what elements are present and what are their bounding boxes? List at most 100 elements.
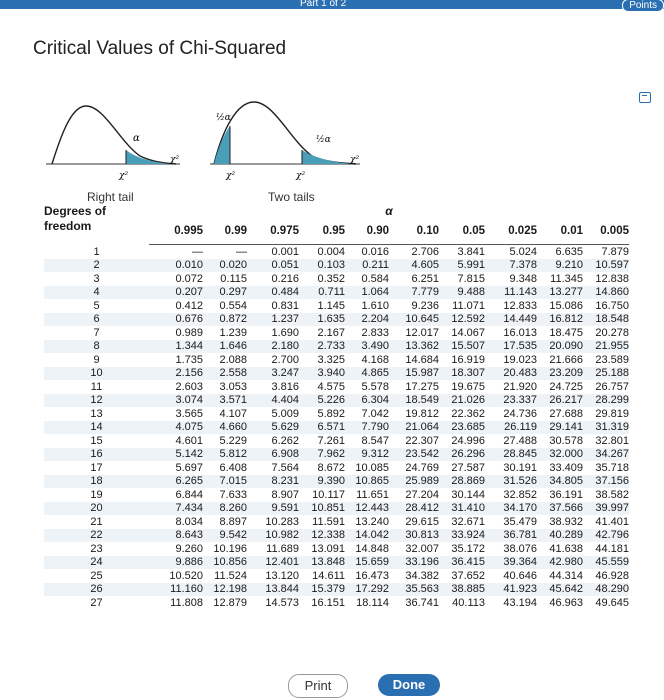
- column-header: 0.01: [537, 218, 583, 245]
- value-cell: 9.348: [485, 272, 537, 286]
- column-header-row: 0.995 0.99 0.975 0.95 0.90 0.10 0.05 0.025 0.01 0…: [44, 218, 629, 245]
- value-cell: 13.120: [247, 569, 299, 583]
- df-cell: 20: [44, 501, 149, 515]
- value-cell: 0.115: [203, 272, 247, 286]
- value-cell: 41.401: [583, 515, 629, 529]
- right-tail-figure: α χ² χ²: [46, 105, 180, 181]
- value-cell: 9.390: [299, 474, 345, 488]
- df-cell: 12: [44, 393, 149, 407]
- value-cell: 45.559: [583, 555, 629, 569]
- value-cell: 6.635: [537, 244, 583, 259]
- value-cell: 33.924: [439, 528, 485, 542]
- value-cell: 13.362: [389, 339, 439, 353]
- value-cell: 12.338: [299, 528, 345, 542]
- value-cell: 36.741: [389, 596, 439, 610]
- value-cell: 0.297: [203, 285, 247, 299]
- df-cell: 5: [44, 299, 149, 313]
- value-cell: 8.672: [299, 461, 345, 475]
- print-window-icon[interactable]: [639, 92, 651, 103]
- value-cell: 1.690: [247, 326, 299, 340]
- value-cell: 19.675: [439, 380, 485, 394]
- page-title: Critical Values of Chi-Squared: [33, 38, 287, 59]
- value-cell: 11.808: [149, 596, 203, 610]
- value-cell: 8.034: [149, 515, 203, 529]
- value-cell: 43.194: [485, 596, 537, 610]
- value-cell: 16.151: [299, 596, 345, 610]
- value-cell: 5.892: [299, 407, 345, 421]
- table-row: 11 2.603 3.053 3.816 4.575 5.578 17.275 19.675 2…: [44, 380, 629, 394]
- value-cell: 21.666: [537, 353, 583, 367]
- value-cell: 12.443: [345, 501, 389, 515]
- value-cell: 14.449: [485, 312, 537, 326]
- value-cell: 0.412: [149, 299, 203, 313]
- value-cell: 8.907: [247, 488, 299, 502]
- value-cell: 30.813: [389, 528, 439, 542]
- value-cell: 3.571: [203, 393, 247, 407]
- df-cell: 22: [44, 528, 149, 542]
- value-cell: 5.578: [345, 380, 389, 394]
- table-row: 15 4.601 5.229 6.262 7.261 8.547 22.307 24.996 2…: [44, 434, 629, 448]
- value-cell: 23.685: [439, 420, 485, 434]
- value-cell: 1.145: [299, 299, 345, 313]
- value-cell: 21.955: [583, 339, 629, 353]
- table-row: 1— —0.001 0.004 0.016 2.706 3.841 5.024 6.635 7.…: [44, 244, 629, 259]
- value-cell: 39.997: [583, 501, 629, 515]
- value-cell: 10.117: [299, 488, 345, 502]
- value-cell: 34.267: [583, 447, 629, 461]
- value-cell: 11.160: [149, 582, 203, 596]
- value-cell: 10.283: [247, 515, 299, 529]
- value-cell: 3.053: [203, 380, 247, 394]
- value-cell: 19.023: [485, 353, 537, 367]
- value-cell: 29.819: [583, 407, 629, 421]
- value-cell: 9.591: [247, 501, 299, 515]
- two-tails-figure: ½α ½α χ² χ² χ²: [210, 101, 360, 181]
- value-cell: 19.812: [389, 407, 439, 421]
- value-cell: 18.475: [537, 326, 583, 340]
- done-button[interactable]: Done: [378, 674, 440, 696]
- df-header-line2: freedom: [44, 219, 92, 233]
- column-header: 0.05: [439, 218, 485, 245]
- distribution-figures: α χ² χ² ½α ½α χ² χ² χ²: [46, 101, 360, 181]
- print-button[interactable]: Print: [288, 674, 348, 698]
- value-cell: 46.928: [583, 569, 629, 583]
- value-cell: 22.307: [389, 434, 439, 448]
- value-cell: 34.382: [389, 569, 439, 583]
- value-cell: 9.210: [537, 258, 583, 272]
- df-cell: 4: [44, 285, 149, 299]
- table-row: 2 0.010 0.020 0.051 0.103 0.211 4.605 5.991 7.37…: [44, 258, 629, 272]
- value-cell: 21.064: [389, 420, 439, 434]
- value-cell: 33.409: [537, 461, 583, 475]
- value-cell: 17.275: [389, 380, 439, 394]
- table-row: 22 8.643 9.542 10.982 12.338 14.042 30.813 33.9…: [44, 528, 629, 542]
- df-cell: 16: [44, 447, 149, 461]
- value-cell: 42.980: [537, 555, 583, 569]
- value-cell: 5.229: [203, 434, 247, 448]
- value-cell: 3.816: [247, 380, 299, 394]
- value-cell: 26.217: [537, 393, 583, 407]
- value-cell: 23.542: [389, 447, 439, 461]
- value-cell: 14.684: [389, 353, 439, 367]
- value-cell: 30.578: [537, 434, 583, 448]
- value-cell: 5.009: [247, 407, 299, 421]
- value-cell: 27.688: [537, 407, 583, 421]
- value-cell: 15.379: [299, 582, 345, 596]
- value-cell: 14.042: [345, 528, 389, 542]
- df-cell: 24: [44, 555, 149, 569]
- df-cell: 2: [44, 258, 149, 272]
- value-cell: 25.989: [389, 474, 439, 488]
- value-cell: 44.314: [537, 569, 583, 583]
- value-cell: 8.897: [203, 515, 247, 529]
- value-cell: 1.646: [203, 339, 247, 353]
- df-cell: 1: [44, 244, 149, 259]
- value-cell: 0.072: [149, 272, 203, 286]
- df-cell: 15: [44, 434, 149, 448]
- value-cell: 11.071: [439, 299, 485, 313]
- df-cell: 13: [44, 407, 149, 421]
- value-cell: 2.603: [149, 380, 203, 394]
- df-cell: 23: [44, 542, 149, 556]
- chi-sq-lower-label: χ²: [225, 171, 235, 181]
- value-cell: 38.582: [583, 488, 629, 502]
- value-cell: 3.841: [439, 244, 485, 259]
- value-cell: 3.565: [149, 407, 203, 421]
- table-row: 8 1.344 1.646 2.180 2.733 3.490 13.362 15.507 17…: [44, 339, 629, 353]
